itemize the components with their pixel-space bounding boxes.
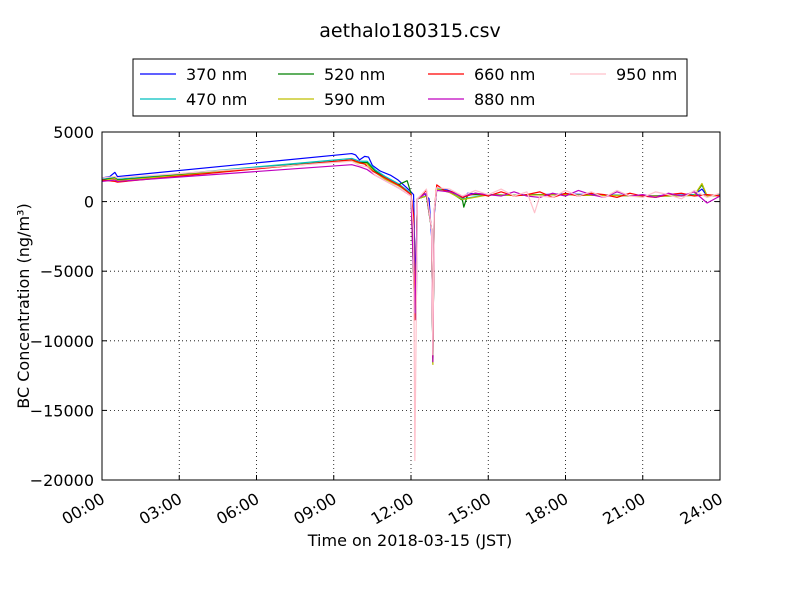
legend-label: 370 nm [186,65,247,84]
series-line-660-nm [101,159,721,359]
x-tick-label: 06:00 [213,489,262,529]
legend-label: 880 nm [474,90,535,109]
axis-ticks: 00:00 03:00 06:00 09:00 12:00 15:00 18:00 21:00… [30,123,726,529]
x-tick-label: 09:00 [290,489,339,529]
series-line-950-nm [101,160,721,462]
y-tick-label: 0 [84,193,94,212]
legend: 370 nm 470 nm 520 nm 590 nm 660 nm 880 nm 950 … [132,58,688,117]
x-tick-label: 24:00 [677,489,726,529]
y-tick-label: −15000 [30,401,94,420]
y-tick-label: −5000 [40,262,94,281]
y-tick-label: −20000 [30,471,94,490]
chart-title: aethalo180315.csv [319,20,501,42]
legend-label: 590 nm [324,90,385,109]
legend-label: 660 nm [474,65,535,84]
x-tick-label: 12:00 [368,489,417,529]
legend-box [132,58,688,117]
x-tick-label: 18:00 [522,489,571,529]
plot-area [101,152,721,462]
y-tick-label: −10000 [30,332,94,351]
legend-label: 520 nm [324,65,385,84]
y-tick-label: 5000 [53,123,94,142]
x-tick-label: 03:00 [136,489,185,529]
x-tick-label: 15:00 [445,489,494,529]
x-tick-label: 21:00 [599,489,648,529]
x-tick-label: 00:00 [59,489,108,529]
legend-label: 950 nm [616,65,677,84]
legend-label: 470 nm [186,90,247,109]
y-axis-label: BC Concentration (ng/m³) [14,203,33,408]
x-axis-label: Time on 2018-03-15 (JST) [307,531,512,550]
gridlines [102,132,720,480]
